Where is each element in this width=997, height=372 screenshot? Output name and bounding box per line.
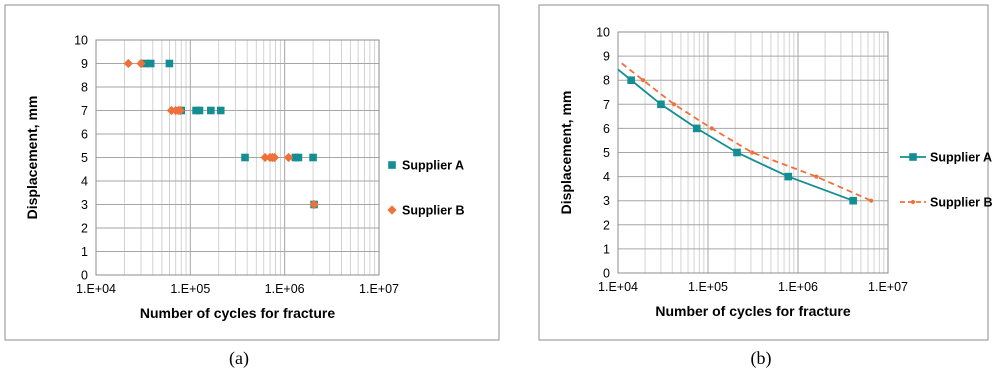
x-tick-label: 1.E+07 [868,280,908,294]
y-tick-label: 8 [603,74,610,88]
data-point [195,106,204,115]
y-tick-label: 2 [603,218,610,232]
data-point [869,198,874,203]
x-tick-label: 1.E+05 [688,280,728,294]
caption-b: (b) [751,348,772,369]
y-tick-label: 10 [74,34,88,48]
y-tick-label: 9 [603,50,610,64]
data-point [283,152,294,163]
data-point [241,153,249,162]
data-point [657,100,665,109]
data-point [207,106,215,115]
data-point [750,150,755,155]
series-supplier-a-b [617,68,857,205]
x-tick-label: 1.E+06 [778,280,818,294]
y-tick-label: 3 [81,198,88,212]
y-axis-title: Displacement, mm [24,96,40,220]
data-point [814,174,819,179]
x-axis-title: Number of cycles for fracture [655,303,850,319]
y-tick-label: 2 [81,222,88,236]
data-point [640,78,646,83]
y-tick-label: 3 [603,194,610,208]
data-point [294,153,303,162]
legend-label: Supplier A [930,151,992,165]
chart-frame-a [4,4,500,341]
data-point [216,106,225,115]
legend-label: Supplier B [402,204,465,218]
y-tick-label: 9 [81,57,88,71]
data-point [136,58,146,69]
data-point [692,124,701,133]
chart-frame-b [538,4,989,341]
chart-panel-b: 0 1 2 3 4 5 6 7 8 9 10 1.E+04 1.E+05 1.E+06 1.E+07 Numb… [538,4,993,341]
legend-b: Supplier A Supplier B [900,151,993,210]
data-point [123,58,133,69]
x-axis-title: Number of cycles for fracture [140,305,335,321]
y-tick-label: 7 [81,104,88,118]
legend-label: Supplier B [930,196,993,210]
legend-label: Supplier A [402,159,464,173]
x-tick-label: 1.E+05 [170,282,210,296]
x-tick-label: 1.E+06 [265,282,305,296]
x-tick-label: 1.E+04 [598,280,638,294]
plot-area-b [617,31,889,274]
y-tick-label: 6 [81,128,88,142]
y-tick-label: 8 [81,81,88,95]
y-tick-label: 4 [81,175,88,189]
data-point [146,59,155,68]
data-point [733,148,741,157]
data-point [671,102,677,107]
caption-a: (a) [229,348,249,369]
y-tick-label: 0 [81,269,88,283]
data-point [269,152,280,163]
x-tick-label: 1.E+04 [76,282,116,296]
y-tick-label: 5 [81,151,88,165]
data-point [309,199,319,210]
y-tick-label: 5 [603,146,610,160]
data-point [260,152,270,163]
y-tick-label: 1 [81,245,88,259]
series-supplier-b-b [621,62,874,203]
legend-marker [909,153,917,161]
legend-marker [387,205,397,215]
data-point [709,126,714,131]
data-point [175,105,185,116]
data-point [627,76,635,84]
y-tick-label: 10 [596,26,610,40]
y-axis-title: Displacement, mm [558,91,574,215]
y-tick-label: 6 [603,122,610,136]
legend-marker [388,161,396,169]
data-point [784,172,793,181]
chart-panel-a: 0 1 2 3 4 5 6 7 8 9 10 1.E+04 1.E+05 1.E+06 1.E+07 Numb… [4,4,500,341]
data-point [849,196,857,205]
y-tick-label: 7 [603,98,610,112]
data-point [309,153,317,162]
data-point [165,59,174,68]
x-tick-label: 1.E+07 [359,282,399,296]
legend-marker [910,199,916,205]
y-tick-label: 4 [603,170,610,184]
y-tick-label: 1 [603,242,610,256]
y-tick-label: 0 [603,267,610,281]
series-supplier-b-a [123,58,319,210]
legend-a: Supplier A Supplier B [387,159,465,218]
plot-area-a [95,39,380,276]
